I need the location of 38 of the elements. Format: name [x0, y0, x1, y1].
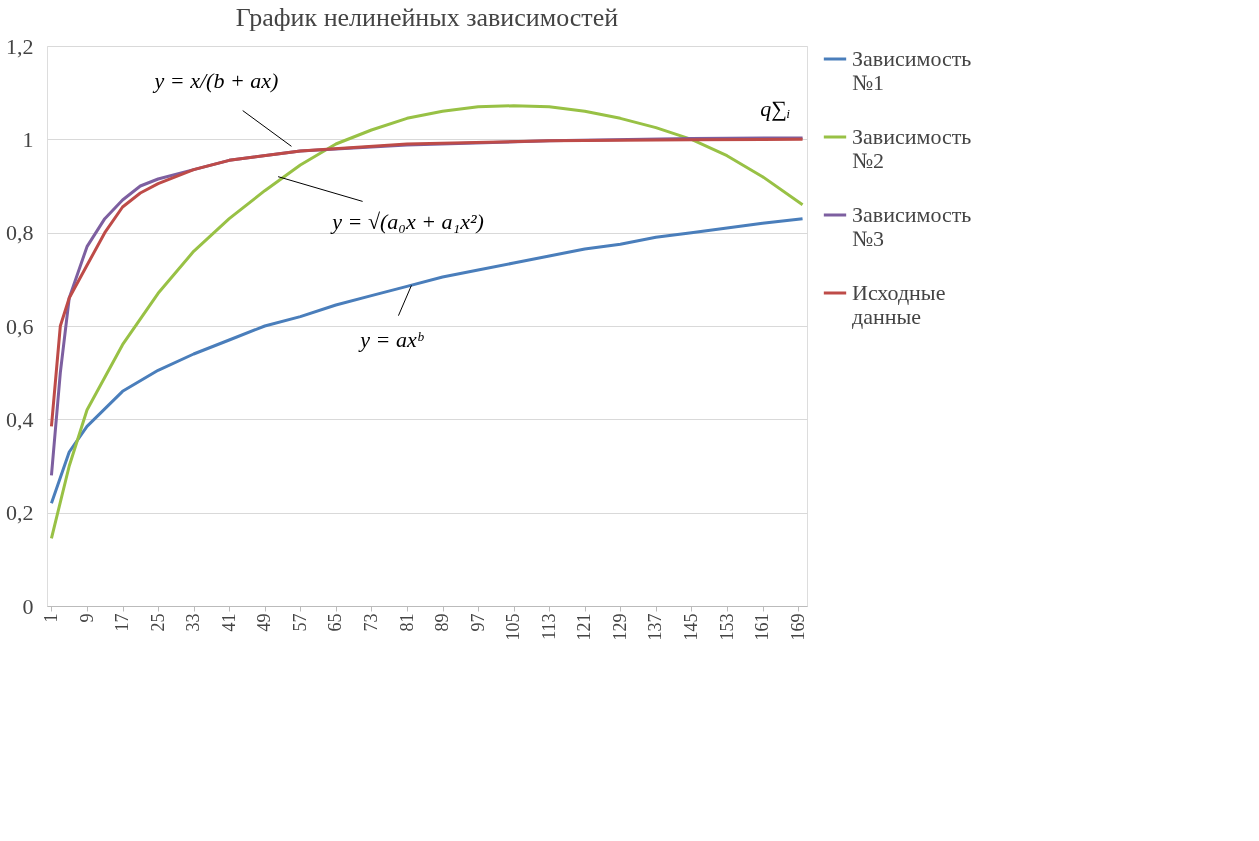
annotation: y = x/(b + ax)	[152, 68, 279, 94]
annotation: y = √(a₀x + a₁x²)	[330, 208, 484, 234]
x-tick-label: 49	[254, 613, 275, 632]
x-tick-label: 1	[40, 613, 61, 623]
y-tick-label: 1	[22, 126, 34, 152]
x-tick-label: 169	[787, 613, 808, 641]
x-tick-label: 17	[112, 613, 133, 632]
x-tick-label: 105	[503, 613, 524, 641]
x-tick-label: 65	[325, 613, 346, 632]
chart-title: График нелинейных зависимостей	[235, 3, 619, 32]
y-tick-label: 0,6	[6, 313, 34, 339]
x-tick-label: 81	[396, 613, 417, 632]
legend-label: Зависимость №2	[852, 124, 972, 173]
y-tick-label: 0	[22, 593, 34, 619]
annotation: y = axᵇ	[358, 327, 425, 353]
y-tick-label: 0,8	[6, 220, 34, 246]
x-tick-label: 41	[218, 613, 239, 632]
x-tick-label: 25	[147, 613, 168, 632]
x-tick-label: 33	[183, 613, 204, 632]
annotation: q∑ᵢ	[760, 96, 791, 122]
x-tick-label: 145	[680, 613, 701, 641]
x-tick-label: 97	[467, 613, 488, 632]
x-tick-label: 161	[752, 613, 773, 641]
y-tick-label: 0,2	[6, 500, 34, 526]
y-tick-label: 1,2	[6, 33, 34, 59]
x-tick-label: 121	[574, 613, 595, 641]
x-tick-label: 137	[645, 613, 666, 641]
y-tick-label: 0,4	[6, 406, 34, 432]
legend-label: Зависимость №1	[852, 46, 972, 95]
x-tick-label: 9	[76, 613, 97, 623]
x-tick-label: 89	[432, 613, 453, 632]
x-tick-label: 57	[289, 613, 310, 632]
x-tick-label: 73	[360, 613, 381, 632]
legend-label: Зависимость №3	[852, 202, 972, 251]
legend-label: Исходные данные	[852, 280, 946, 329]
x-tick-label: 113	[538, 613, 559, 640]
x-tick-label: 153	[716, 613, 737, 641]
x-tick-label: 129	[609, 613, 630, 641]
